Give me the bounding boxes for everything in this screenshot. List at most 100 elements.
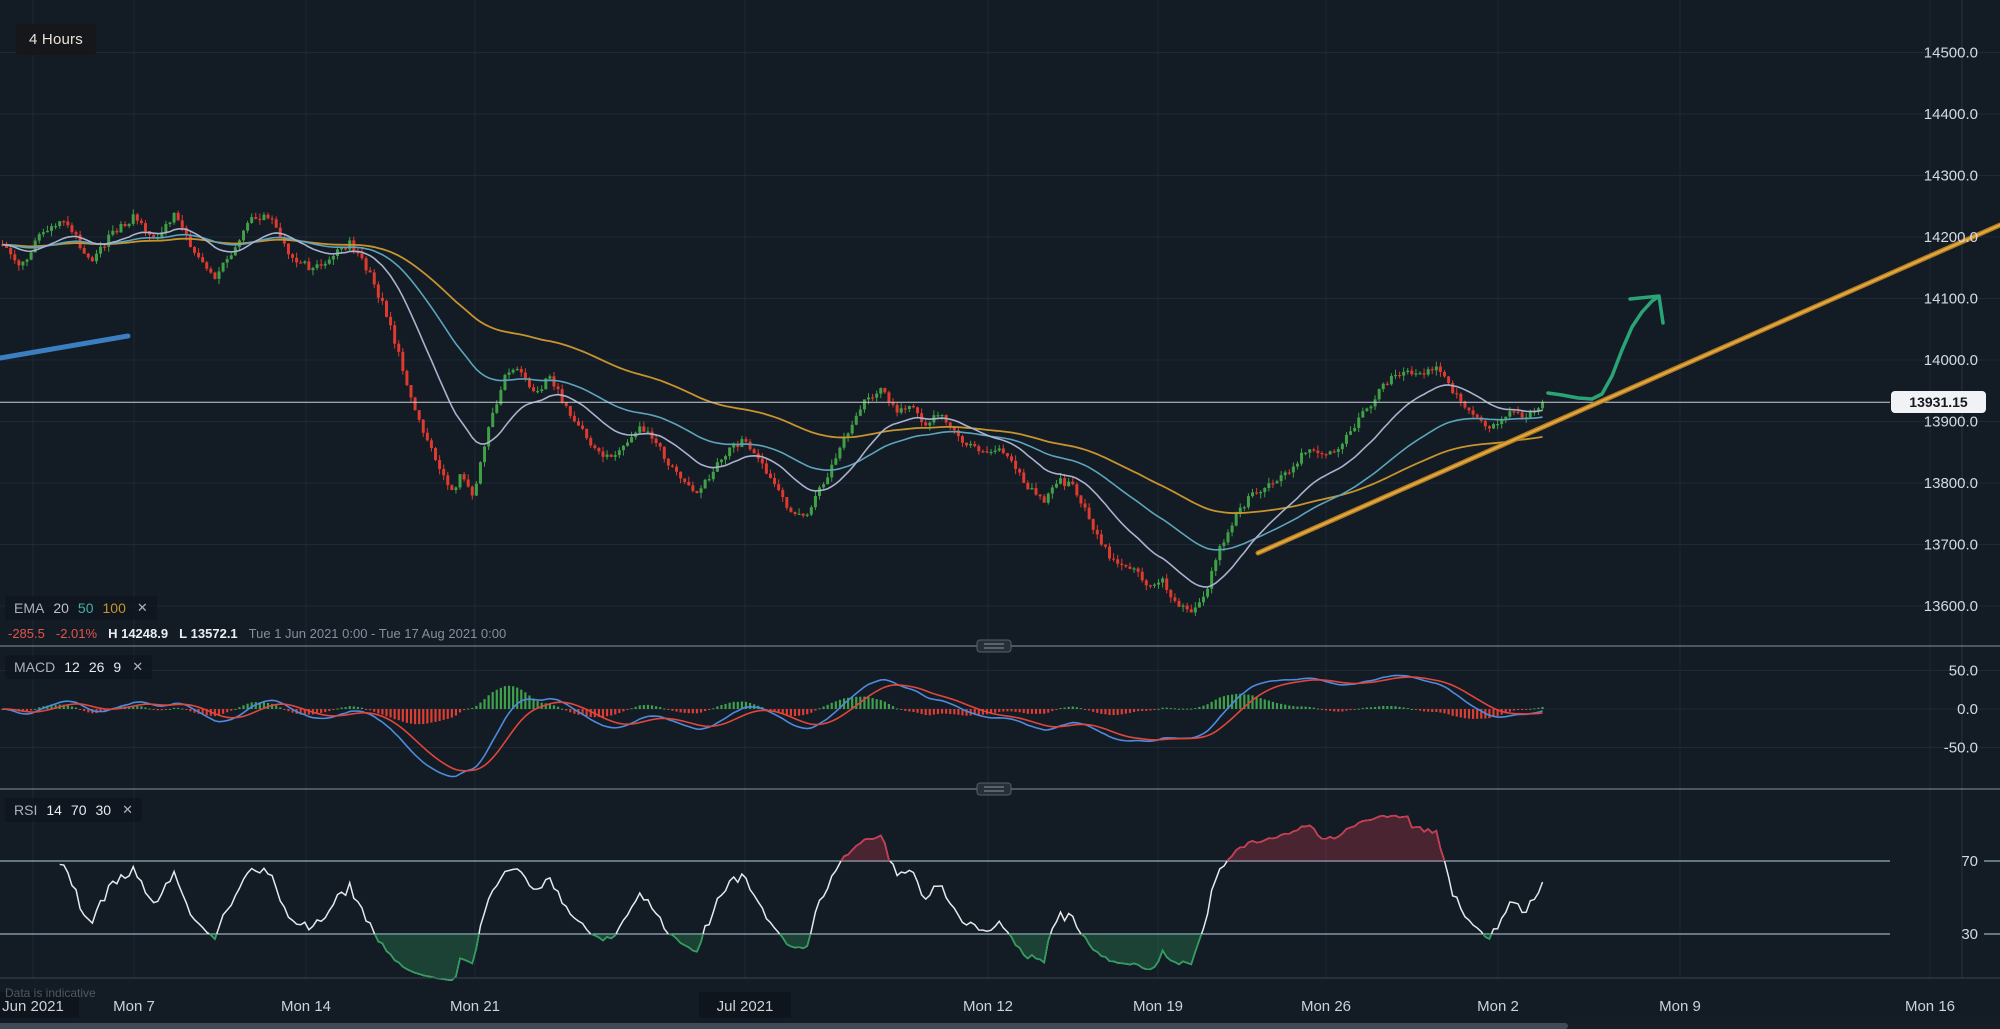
- candle-down: [764, 463, 768, 474]
- rsi-oversold-segment: [779, 933, 812, 950]
- candle-up: [229, 255, 233, 260]
- candle-up: [940, 414, 944, 417]
- macd-hist-bar-up: [168, 708, 172, 710]
- rsi-overbought-segment: [1226, 814, 1446, 862]
- panel-resize-grip[interactable]: [976, 782, 1012, 796]
- macd-hist-bar-up: [883, 701, 886, 709]
- macd-hist-bar-down: [924, 709, 927, 716]
- candle-down: [1075, 484, 1079, 496]
- ema-100-line[interactable]: [2, 237, 1543, 514]
- macd-hist-bar-up: [1398, 706, 1401, 709]
- ema-50-line[interactable]: [2, 233, 1543, 551]
- macd-hist-bar-down: [1120, 709, 1123, 715]
- ema-20-line[interactable]: [2, 228, 1543, 588]
- rsi-param-oversold[interactable]: 30: [95, 802, 112, 818]
- candle-down: [1005, 453, 1009, 457]
- candle-down: [564, 402, 568, 406]
- macd-hist-bar-up: [1390, 705, 1393, 709]
- macd-hist-bar-up: [258, 702, 261, 709]
- candle-down: [103, 246, 107, 248]
- green-arrow-drawing[interactable]: [1546, 295, 1660, 401]
- candle-up: [1418, 373, 1422, 375]
- candle-down: [1001, 448, 1005, 454]
- timeframe-badge[interactable]: 4 Hours: [16, 24, 96, 55]
- candle-up: [160, 232, 164, 238]
- candle-up: [172, 212, 176, 223]
- panel-resize-grip[interactable]: [976, 639, 1012, 653]
- candle-down: [384, 300, 388, 317]
- macd-hist-bar-down: [769, 709, 772, 711]
- candle-down: [1410, 370, 1414, 375]
- rsi-oversold-segment-fill: [779, 934, 811, 949]
- rsi-close-icon[interactable]: ✕: [122, 802, 133, 817]
- candle-up: [646, 431, 650, 433]
- candle-down: [1438, 366, 1442, 372]
- grip-body[interactable]: [976, 639, 1012, 653]
- ema-param-20[interactable]: 20: [53, 600, 69, 616]
- macd-hist-bar-down: [103, 709, 106, 712]
- macd-hist-bar-up: [54, 704, 57, 709]
- rsi-legend[interactable]: RSI 14 70 30 ✕: [5, 798, 142, 822]
- rsi-oversold-segment: [1080, 933, 1203, 971]
- candle-up: [495, 404, 499, 413]
- ema-param-100[interactable]: 100: [102, 600, 126, 616]
- candle-down: [744, 439, 748, 442]
- candle-up: [221, 262, 225, 272]
- macd-hist-bar-up: [712, 708, 715, 710]
- macd-param-signal[interactable]: 9: [113, 659, 122, 675]
- price-axis[interactable]: 14500.0 14400.0 14300.0 14200.0 14100.0 14000…: [1924, 44, 1978, 943]
- macd-hist-bar-up: [1365, 707, 1368, 709]
- candle-down: [413, 397, 417, 411]
- ema-param-50[interactable]: 50: [77, 600, 94, 616]
- candle-down: [916, 407, 920, 414]
- macd-hist-bar-up: [487, 695, 490, 709]
- macd-param-slow[interactable]: 26: [88, 659, 105, 675]
- ema-legend[interactable]: EMA 20 50 100 ✕: [5, 596, 157, 620]
- candle-down: [572, 415, 576, 422]
- macd-hist-bar-down: [949, 709, 952, 715]
- candle-down: [1483, 420, 1487, 427]
- candle-down: [389, 316, 393, 326]
- rsi-param-period[interactable]: 14: [46, 802, 62, 818]
- candle-down: [1099, 534, 1103, 545]
- macd-param-fast[interactable]: 12: [64, 659, 80, 675]
- macd-hist-bar-down: [936, 709, 940, 715]
- candle-down: [364, 258, 368, 271]
- candle-down: [1042, 496, 1046, 503]
- candle-down: [1189, 609, 1193, 613]
- candle-down: [789, 507, 793, 512]
- macd-hist-bar-down: [328, 709, 331, 712]
- macd-hist-bar-down: [79, 709, 82, 710]
- macd-hist-bar-up: [140, 706, 143, 709]
- candle-up: [37, 234, 41, 241]
- scrollbar-thumb[interactable]: [0, 1023, 1568, 1029]
- rsi-param-overbought[interactable]: 70: [70, 802, 87, 818]
- grip-body[interactable]: [976, 782, 1012, 796]
- ema-close-icon[interactable]: ✕: [136, 600, 148, 615]
- macd-hist-bar-down: [320, 709, 323, 713]
- candle-up: [99, 246, 103, 254]
- candle-down: [793, 511, 797, 514]
- candle-down: [1120, 563, 1124, 566]
- macd-hist-bar-down: [1141, 709, 1144, 711]
- candle-down: [376, 284, 380, 298]
- macd-hist-bar-up: [1075, 707, 1078, 709]
- candle-up: [107, 234, 111, 247]
- rsi-oversold-segment-fill: [1009, 934, 1051, 963]
- macd-legend[interactable]: MACD 12 26 9 ✕: [5, 655, 153, 679]
- price-axis-label: 14400.0: [1924, 106, 1978, 123]
- macd-hist-bar-up: [495, 689, 498, 709]
- macd-hist-bar-up: [1071, 706, 1074, 709]
- blue-trendline-drawing[interactable]: [0, 333, 131, 361]
- macd-hist-bar-down: [226, 709, 229, 713]
- time-axis[interactable]: Jun 2021 Mon 7 Mon 14 Mon 21 Jul 2021 Mon 12 M…: [0, 992, 1955, 1018]
- rsi-oversold-segment: [208, 933, 218, 941]
- time-axis-label: Jul 2021: [717, 998, 774, 1015]
- macd-hist-bar-down: [618, 709, 621, 713]
- macd-hist-bar-down: [687, 709, 690, 714]
- macd-hist-bar-down: [1496, 709, 1499, 717]
- macd-close-icon[interactable]: ✕: [132, 659, 144, 674]
- macd-hist-bar-down: [940, 709, 944, 714]
- candle-up: [340, 247, 344, 250]
